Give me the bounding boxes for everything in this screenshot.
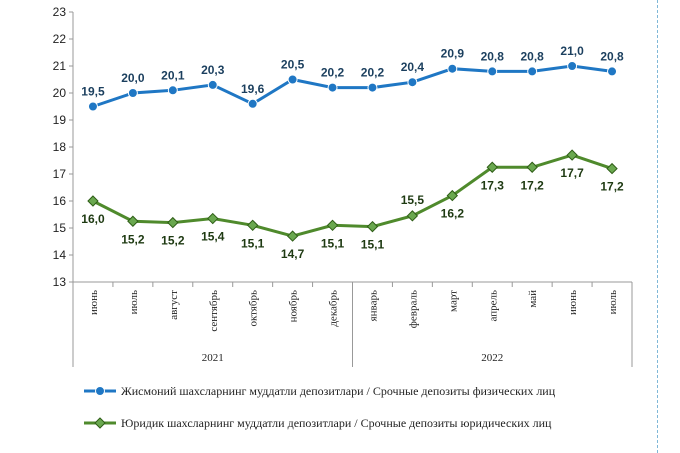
y-tick-label: 16 bbox=[53, 194, 67, 208]
data-label: 15,4 bbox=[201, 230, 225, 244]
x-tick-label: июнь bbox=[567, 290, 579, 315]
y-tick-label: 21 bbox=[53, 59, 67, 73]
data-label: 15,1 bbox=[321, 236, 345, 250]
data-point bbox=[286, 230, 299, 242]
data-label: 20,1 bbox=[161, 68, 185, 82]
data-label: 19,5 bbox=[81, 85, 105, 99]
y-tick-label: 17 bbox=[53, 167, 67, 181]
data-label: 14,7 bbox=[281, 247, 305, 261]
data-point bbox=[566, 149, 578, 161]
data-point bbox=[247, 98, 258, 109]
data-label: 15,2 bbox=[161, 234, 185, 248]
data-point bbox=[287, 74, 298, 85]
data-label: 20,8 bbox=[481, 49, 505, 63]
data-point bbox=[246, 219, 259, 232]
data-label: 16,0 bbox=[81, 212, 105, 226]
x-tick-label: январь bbox=[367, 290, 379, 321]
x-tick-label: февраль bbox=[407, 290, 419, 328]
x-tick-label: март bbox=[447, 290, 459, 312]
series-2: 16,0 15,2 15,2 15,4 15,1 14,7 15,1 15,1 15,5 16,2… bbox=[81, 149, 624, 261]
data-point bbox=[447, 63, 458, 74]
data-label: 17,7 bbox=[560, 166, 584, 180]
data-label: 20,2 bbox=[361, 66, 385, 80]
data-label: 21,0 bbox=[560, 44, 584, 58]
data-point bbox=[486, 161, 498, 173]
data-label: 20,2 bbox=[321, 66, 345, 80]
series-line bbox=[92, 153, 613, 238]
page-edge-divider bbox=[657, 0, 658, 453]
y-tick-label: 18 bbox=[53, 140, 67, 154]
data-label: 20,5 bbox=[281, 58, 305, 72]
data-label: 15,5 bbox=[401, 193, 425, 207]
series-line bbox=[92, 64, 613, 108]
y-tick-label: 13 bbox=[53, 275, 67, 289]
data-point bbox=[127, 215, 139, 227]
legend-marker bbox=[95, 386, 105, 396]
y-tick-label: 22 bbox=[53, 32, 67, 46]
y-tick-label: 23 bbox=[53, 5, 67, 19]
data-label: 20,8 bbox=[520, 49, 544, 63]
data-label: 20,4 bbox=[401, 60, 425, 74]
data-point bbox=[327, 82, 338, 93]
data-label: 17,2 bbox=[520, 178, 544, 192]
data-label: 20,0 bbox=[121, 71, 145, 85]
data-point bbox=[526, 161, 538, 173]
y-tick-label: 19 bbox=[53, 113, 67, 127]
x-tick-label: апрель bbox=[487, 290, 499, 322]
legend-marker bbox=[94, 417, 106, 429]
data-label: 15,1 bbox=[361, 238, 385, 252]
data-point bbox=[367, 82, 378, 93]
y-tick-label: 20 bbox=[53, 86, 67, 100]
x-tick-label: май bbox=[527, 290, 539, 308]
data-point bbox=[87, 195, 99, 207]
data-point bbox=[207, 79, 218, 90]
data-point bbox=[167, 85, 178, 96]
data-point bbox=[527, 66, 538, 77]
data-point bbox=[567, 61, 578, 71]
data-point bbox=[87, 101, 98, 112]
x-tick-label: июль bbox=[607, 290, 619, 314]
data-label: 15,2 bbox=[121, 232, 145, 246]
data-point bbox=[407, 77, 418, 88]
data-point bbox=[366, 220, 379, 233]
data-point bbox=[207, 212, 219, 225]
data-label: 19,6 bbox=[241, 82, 265, 96]
legend-label: Жисмоний шахсларнинг муддатли депозитлар… bbox=[121, 384, 556, 398]
data-label: 16,2 bbox=[441, 207, 465, 221]
x-tick-label: июль bbox=[128, 290, 140, 314]
x-tick-label: ноябрь bbox=[288, 290, 300, 322]
data-point bbox=[606, 162, 618, 175]
year-label: 2022 bbox=[481, 352, 503, 364]
y-tick-label: 15 bbox=[53, 221, 67, 235]
data-label: 15,1 bbox=[241, 236, 265, 250]
y-tick-label: 14 bbox=[53, 248, 67, 262]
x-tick-label: июнь bbox=[88, 290, 100, 315]
year-label: 2021 bbox=[202, 352, 224, 364]
data-label: 17,3 bbox=[481, 178, 505, 192]
data-point bbox=[446, 189, 459, 202]
data-label: 20,9 bbox=[441, 47, 465, 61]
data-point bbox=[326, 219, 339, 232]
data-point bbox=[607, 66, 618, 77]
legend-label: Юридик шахсларнинг муддатли депозитлари … bbox=[121, 416, 552, 430]
data-point bbox=[487, 66, 498, 77]
data-point bbox=[127, 88, 138, 98]
data-label: 17,2 bbox=[600, 180, 624, 194]
data-point bbox=[406, 210, 419, 222]
data-label: 20,3 bbox=[201, 63, 225, 77]
data-point bbox=[167, 216, 179, 229]
series-1: 19,5 20,0 20,1 20,3 19,6 20,5 20,2 20,2 20,4 20,9… bbox=[81, 44, 624, 112]
data-label: 20,8 bbox=[600, 49, 624, 63]
x-tick-label: октябрь bbox=[248, 290, 260, 327]
x-tick-label: декабрь bbox=[328, 290, 340, 327]
x-tick-label: август bbox=[168, 290, 180, 320]
x-tick-label: сентябрь bbox=[208, 290, 220, 332]
